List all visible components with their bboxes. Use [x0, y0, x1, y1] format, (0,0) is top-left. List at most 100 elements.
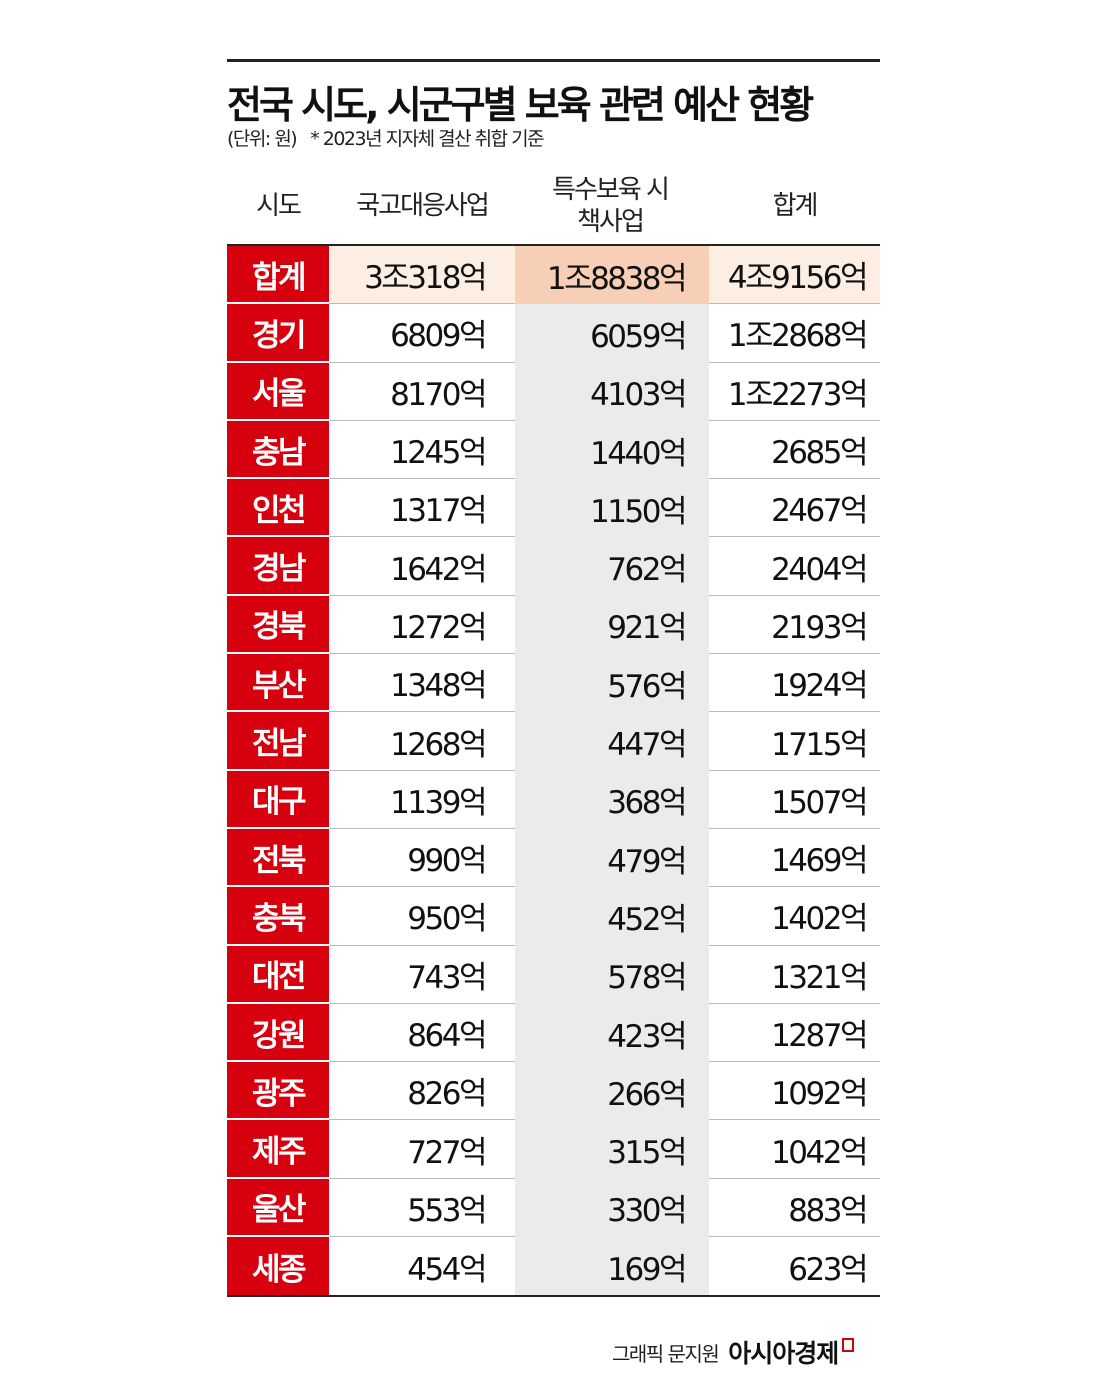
table-row: 충남 1245억 1440억 2685억: [227, 420, 880, 480]
brand-mark-icon: [842, 1338, 855, 1352]
special-cell: 578억: [515, 945, 709, 1004]
special-cell: 1조8838억: [515, 246, 709, 305]
total-cell: 1402억: [709, 887, 880, 946]
region-cell: 충남: [227, 420, 329, 480]
table-row: 전남 1268억 447억 1715억: [227, 712, 880, 771]
special-cell: 1440억: [515, 420, 709, 480]
region-cell: 인천: [227, 479, 329, 538]
special-cell: 1150억: [515, 479, 709, 538]
region-cell: 대구: [227, 770, 329, 829]
credit-label: 그래픽 문지원: [612, 1341, 720, 1366]
national-cell: 990억: [329, 829, 515, 888]
table-row: 세종 454억 169억 623억: [227, 1237, 880, 1296]
region-cell: 세종: [227, 1237, 329, 1296]
national-cell: 1317억: [329, 479, 515, 538]
special-cell: 266억: [515, 1062, 709, 1121]
national-cell: 1642억: [329, 537, 515, 596]
table-row: 전북 990억 479억 1469억: [227, 828, 880, 888]
national-cell: 950억: [329, 887, 515, 946]
total-cell: 1924억: [709, 654, 880, 713]
national-cell: 1245억: [329, 421, 515, 480]
column-header-special: 특수보육 시책사업: [552, 175, 670, 237]
note-label: * 2023년 지자체 결산 취합 기준: [310, 128, 544, 150]
credit: 그래픽 문지원 아시아경제: [612, 1334, 855, 1370]
subtitle: (단위: 원) * 2023년 지자체 결산 취합 기준: [227, 124, 557, 151]
national-cell: 864억: [329, 1004, 515, 1063]
region-cell: 경북: [227, 595, 329, 655]
national-cell: 1272억: [329, 596, 515, 655]
budget-table: 합계 3조318억 1조8838억 4조9156억 경기 6809억 6059억 1조2868…: [227, 244, 880, 1298]
national-cell: 553억: [329, 1179, 515, 1238]
page-title: 전국 시도, 시군구별 보육 관련 예산 현황: [227, 83, 814, 127]
region-cell: 광주: [227, 1062, 329, 1121]
region-cell: 전북: [227, 828, 329, 888]
national-cell: 743억: [329, 946, 515, 1004]
total-cell: 1507억: [709, 771, 880, 829]
total-cell: 1469억: [709, 829, 880, 888]
total-cell: 1715억: [709, 712, 880, 771]
national-cell: 8170억: [329, 363, 515, 421]
special-cell: 169억: [515, 1237, 709, 1296]
table-row: 부산 1348억 576억 1924억: [227, 654, 880, 713]
top-rule: [227, 59, 880, 62]
table-row: 경북 1272억 921억 2193억: [227, 595, 880, 655]
table-row: 경남 1642억 762억 2404억: [227, 537, 880, 596]
special-cell: 576억: [515, 654, 709, 713]
column-header-total: 합계: [772, 191, 819, 221]
special-cell: 315억: [515, 1120, 709, 1179]
national-cell: 826억: [329, 1062, 515, 1121]
total-cell: 2404억: [709, 537, 880, 596]
total-cell: 623억: [788, 1251, 868, 1288]
brand-logo: 아시아경제: [728, 1339, 839, 1368]
total-cell: 2193억: [709, 596, 880, 655]
special-cell: 4103억: [515, 362, 709, 421]
column-header-national: 국고대응사업: [356, 191, 490, 221]
national-cell: 6809억: [329, 304, 515, 363]
national-cell: 727억: [329, 1120, 515, 1179]
total-cell: 2685억: [709, 421, 880, 480]
region-cell: 전남: [227, 712, 329, 771]
region-cell: 제주: [227, 1120, 329, 1179]
national-cell: 1139억: [329, 771, 515, 829]
region-cell: 합계: [227, 246, 329, 305]
table-row: 광주 826억 266억 1092억: [227, 1062, 880, 1121]
table-row: 인천 1317억 1150억 2467억: [227, 479, 880, 538]
total-cell: 1321억: [709, 946, 880, 1004]
total-cell: 883억: [709, 1179, 880, 1238]
table-row: 서울 8170억 4103억 1조2273억: [227, 362, 880, 421]
table-row-total: 합계 3조318억 1조8838억 4조9156억: [227, 246, 880, 305]
unit-label: (단위: 원): [227, 128, 298, 150]
special-cell: 6059억: [515, 304, 709, 363]
total-cell: 1조2273억: [709, 363, 880, 421]
special-cell: 762억: [515, 537, 709, 596]
special-cell: 423억: [515, 1003, 709, 1063]
table-row: 대전 743억 578억 1321억: [227, 945, 880, 1004]
table-row: 울산 553억 330억 883억: [227, 1178, 880, 1238]
total-cell: 1287억: [709, 1004, 880, 1063]
national-cell: 3조318억: [329, 246, 515, 305]
region-cell: 울산: [227, 1178, 329, 1238]
total-cell: 1092억: [709, 1062, 880, 1121]
special-cell: 921억: [515, 595, 709, 655]
special-cell: 330억: [515, 1178, 709, 1238]
national-cell: 1348억: [329, 654, 515, 713]
special-cell: 447억: [515, 712, 709, 771]
table-row: 대구 1139억 368억 1507억: [227, 770, 880, 829]
region-cell: 충북: [227, 887, 329, 946]
national-cell: 1268억: [329, 712, 515, 771]
table-row: 강원 864억 423억 1287억: [227, 1003, 880, 1063]
special-cell: 368억: [515, 770, 709, 829]
special-cell: 479억: [515, 828, 709, 888]
region-cell: 서울: [227, 362, 329, 421]
total-cell: 2467억: [709, 479, 880, 538]
region-cell: 경기: [227, 304, 329, 363]
region-cell: 부산: [227, 654, 329, 713]
total-cell: 1042억: [709, 1120, 880, 1179]
region-cell: 대전: [227, 945, 329, 1004]
total-cell: 1조2868억: [709, 304, 880, 363]
table-row: 제주 727억 315억 1042억: [227, 1120, 880, 1179]
region-cell: 경남: [227, 537, 329, 596]
special-cell: 452억: [515, 887, 709, 946]
table-row: 충북 950억 452억 1402억: [227, 887, 880, 946]
region-cell: 강원: [227, 1003, 329, 1063]
